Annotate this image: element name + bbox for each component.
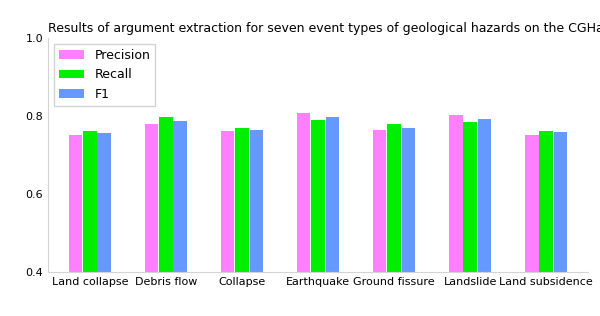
Bar: [449, 115, 463, 316]
Bar: [311, 120, 325, 316]
Bar: [539, 131, 553, 316]
Bar: [326, 117, 339, 316]
Bar: [463, 123, 477, 316]
Bar: [401, 128, 415, 316]
Bar: [235, 128, 249, 316]
Text: Results of argument extraction for seven event types of geological hazards on th: Results of argument extraction for seven…: [48, 22, 600, 35]
Bar: [221, 131, 235, 316]
Bar: [83, 131, 97, 316]
Legend: Precision, Recall, F1: Precision, Recall, F1: [54, 44, 155, 106]
Bar: [97, 133, 111, 316]
Bar: [373, 130, 386, 316]
Bar: [478, 118, 491, 316]
Bar: [525, 135, 539, 316]
Bar: [250, 130, 263, 316]
Bar: [159, 117, 173, 316]
Bar: [387, 125, 401, 316]
Bar: [173, 121, 187, 316]
Bar: [68, 135, 82, 316]
Bar: [554, 132, 568, 316]
Bar: [297, 113, 310, 316]
Bar: [145, 124, 158, 316]
